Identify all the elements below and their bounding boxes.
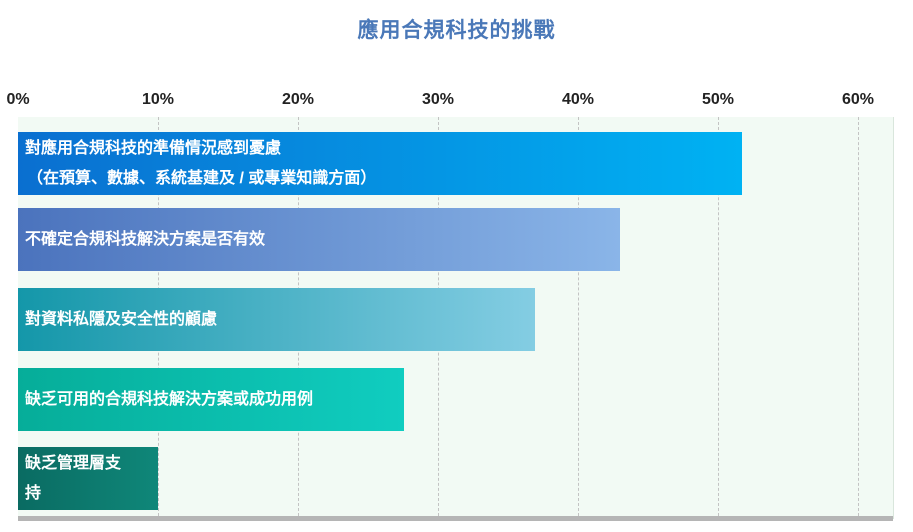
bar-category-label-line: 對應用合規科技的準備情況感到憂慮 (25, 139, 282, 157)
bar (18, 288, 535, 351)
x-tick-label: 40% (561, 91, 595, 108)
bar-category-label: 不確定合規科技解決方案是否有效 (25, 225, 265, 255)
bar-category-label: 對資料私隱及安全性的顧慮 (25, 305, 217, 335)
gridline (858, 117, 859, 516)
bar-category-label: 缺乏管理層支持 (25, 449, 121, 509)
x-tick-label: 20% (281, 91, 315, 108)
bar-category-label: 缺乏可用的合規科技解決方案或成功用例 (25, 385, 313, 415)
x-tick-label: 30% (421, 91, 455, 108)
gridline (718, 117, 719, 516)
x-tick-label: 50% (701, 91, 735, 108)
bar (18, 208, 620, 271)
x-tick-label: 0% (6, 91, 30, 108)
bar (18, 447, 158, 510)
bar (18, 132, 742, 195)
axis-baseline (18, 516, 893, 521)
bar-category-label-line: 缺乏管理層支 (25, 454, 122, 472)
x-tick-label: 60% (841, 91, 875, 108)
chart-title: 應用合規科技的挑戰 (357, 19, 556, 42)
bar-category-label-line: 持 (25, 484, 42, 502)
gridline (578, 117, 579, 516)
bar (18, 368, 405, 431)
bar-category-label-line: 對資料私隱及安全性的顧慮 (25, 310, 218, 328)
bar-category-label-line: 缺乏可用的合規科技解決方案或成功用例 (25, 390, 314, 408)
bar-category-label: 對應用合規科技的準備情況感到憂慮 （在預算、數據、系統基建及 / 或專業知識方面） (25, 134, 376, 194)
bar-category-label-line: （在預算、數據、系統基建及 / 或專業知識方面） (27, 169, 377, 187)
x-tick-label: 10% (141, 91, 175, 108)
bar-category-label-line: 不確定合規科技解決方案是否有效 (25, 230, 266, 248)
